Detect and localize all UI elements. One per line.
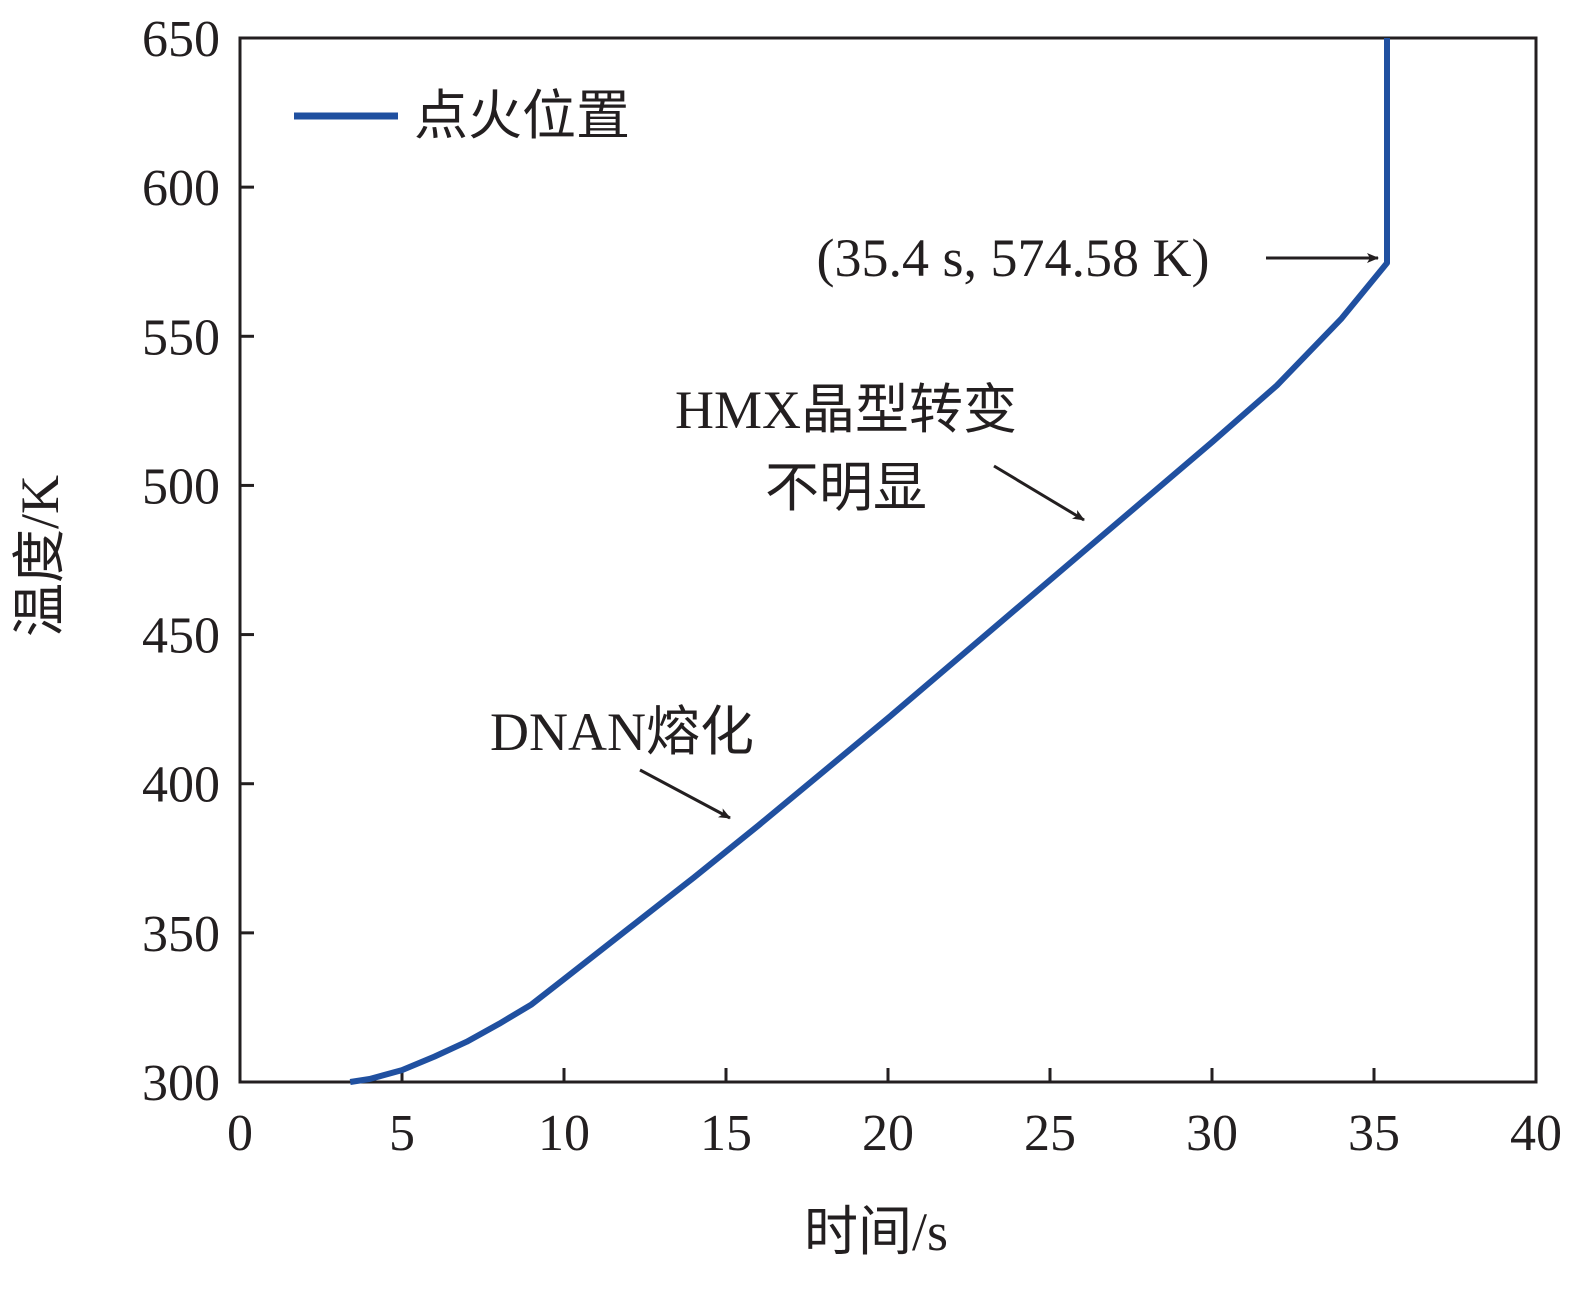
x-axis-ticks: 0 5 10 15 20 25 30 35 40 [227,1068,1562,1162]
x-tick-label: 10 [538,1105,590,1162]
y-tick-label: 350 [142,906,220,963]
y-axis-title: 温度/K [10,475,70,637]
x-tick-label: 25 [1024,1105,1076,1162]
x-tick-label: 20 [862,1105,914,1162]
y-tick-label: 600 [142,160,220,217]
annotation-hmx-arrow [993,464,1085,522]
x-tick-label: 15 [700,1105,752,1162]
y-tick-label: 400 [142,757,220,814]
x-tick-label: 5 [389,1105,415,1162]
y-tick-label: 450 [142,608,220,665]
x-tick-label: 35 [1348,1105,1400,1162]
annotation-dnan-arrow [639,768,731,820]
annotation-hmx-line1: HMX晶型转变 [675,380,1017,440]
annotation-ignition-text: (35.4 s, 574.58 K) [817,228,1210,288]
annotation-dnan: DNAN熔化 [490,702,754,820]
series-line-ignition-position [349,38,1390,1085]
y-tick-label: 550 [142,309,220,366]
legend-label: 点火位置 [414,86,630,146]
series-layer [349,38,1390,1085]
x-tick-label: 30 [1186,1105,1238,1162]
x-axis-title: 时间/s [804,1202,948,1262]
y-tick-label: 500 [142,458,220,515]
y-tick-label: 300 [142,1055,220,1112]
annotation-hmx-line2: 不明显 [765,458,927,518]
legend: 点火位置 [294,86,630,146]
annotation-hmx: HMX晶型转变 不明显 [675,380,1085,522]
x-tick-label: 40 [1510,1105,1562,1162]
annotation-dnan-text: DNAN熔化 [490,702,754,762]
plot-frame [238,36,1538,1084]
y-tick-label: 650 [142,11,220,68]
x-tick-label: 0 [227,1105,253,1162]
annotation-ignition: (35.4 s, 574.58 K) [817,228,1379,288]
y-axis-ticks: 300 350 400 450 500 550 600 650 [142,11,254,1112]
